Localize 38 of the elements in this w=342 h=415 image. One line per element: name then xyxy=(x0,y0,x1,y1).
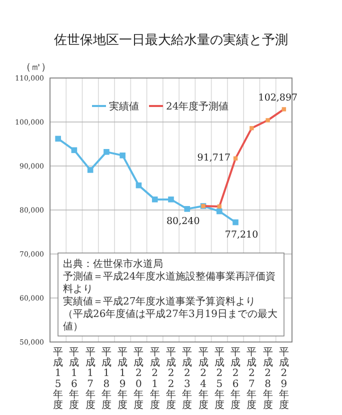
data-label: 91,717 xyxy=(197,152,231,164)
point xyxy=(104,149,110,155)
x-tick-label: 平成25年度 xyxy=(214,347,224,411)
x-tick-label: 平成27年度 xyxy=(246,347,257,411)
chart-title: 佐世保地区一日最大給水量の実績と予測 xyxy=(54,32,288,48)
data-label: 77,210 xyxy=(224,229,258,240)
annotation: （平成26年度値は平成27年3月19日までの最大値） xyxy=(63,308,278,332)
x-tick-label: 平成26年度 xyxy=(230,347,241,411)
x-tick-label: 平成21年度 xyxy=(150,347,160,411)
annotation: 実績値＝平成27年度水道事業予算資料より xyxy=(63,296,256,308)
point xyxy=(216,208,222,214)
data-label: 102,897 xyxy=(258,92,298,104)
annotation: 予測値＝平成24年度水道施設整備事業再評価資料より xyxy=(63,270,276,295)
x-tick-label: 平成28年度 xyxy=(262,347,273,411)
y-axis-title: （㎥） xyxy=(21,62,51,73)
x-tick-label: 平成16年度 xyxy=(69,347,80,411)
x-tick-label: 平成19年度 xyxy=(118,347,128,411)
point xyxy=(232,219,238,226)
x-tick-label: 平成17年度 xyxy=(85,347,96,411)
point xyxy=(168,196,174,202)
point xyxy=(71,147,78,154)
point xyxy=(136,182,142,188)
point xyxy=(55,136,61,142)
annotation: 出典：佐世保市水道局 xyxy=(63,258,163,270)
x-tick-label: 平成20年度 xyxy=(134,347,144,411)
x-tick-label: 平成22年度 xyxy=(166,347,176,411)
legend-label: 実績値 xyxy=(109,100,139,112)
x-tick-label: 平成23年度 xyxy=(182,347,192,411)
point xyxy=(120,152,126,158)
x-tick-label: 平成29年度 xyxy=(278,347,289,411)
x-tick-label: 平成24年度 xyxy=(198,347,208,411)
point xyxy=(152,196,158,202)
x-tick-label: 平成18年度 xyxy=(101,347,112,411)
legend-label: 24年度予測値 xyxy=(166,100,229,112)
point xyxy=(184,206,190,212)
x-tick-label: 平成15年度 xyxy=(53,347,64,411)
data-label: 80,240 xyxy=(166,216,200,227)
point xyxy=(87,167,94,173)
